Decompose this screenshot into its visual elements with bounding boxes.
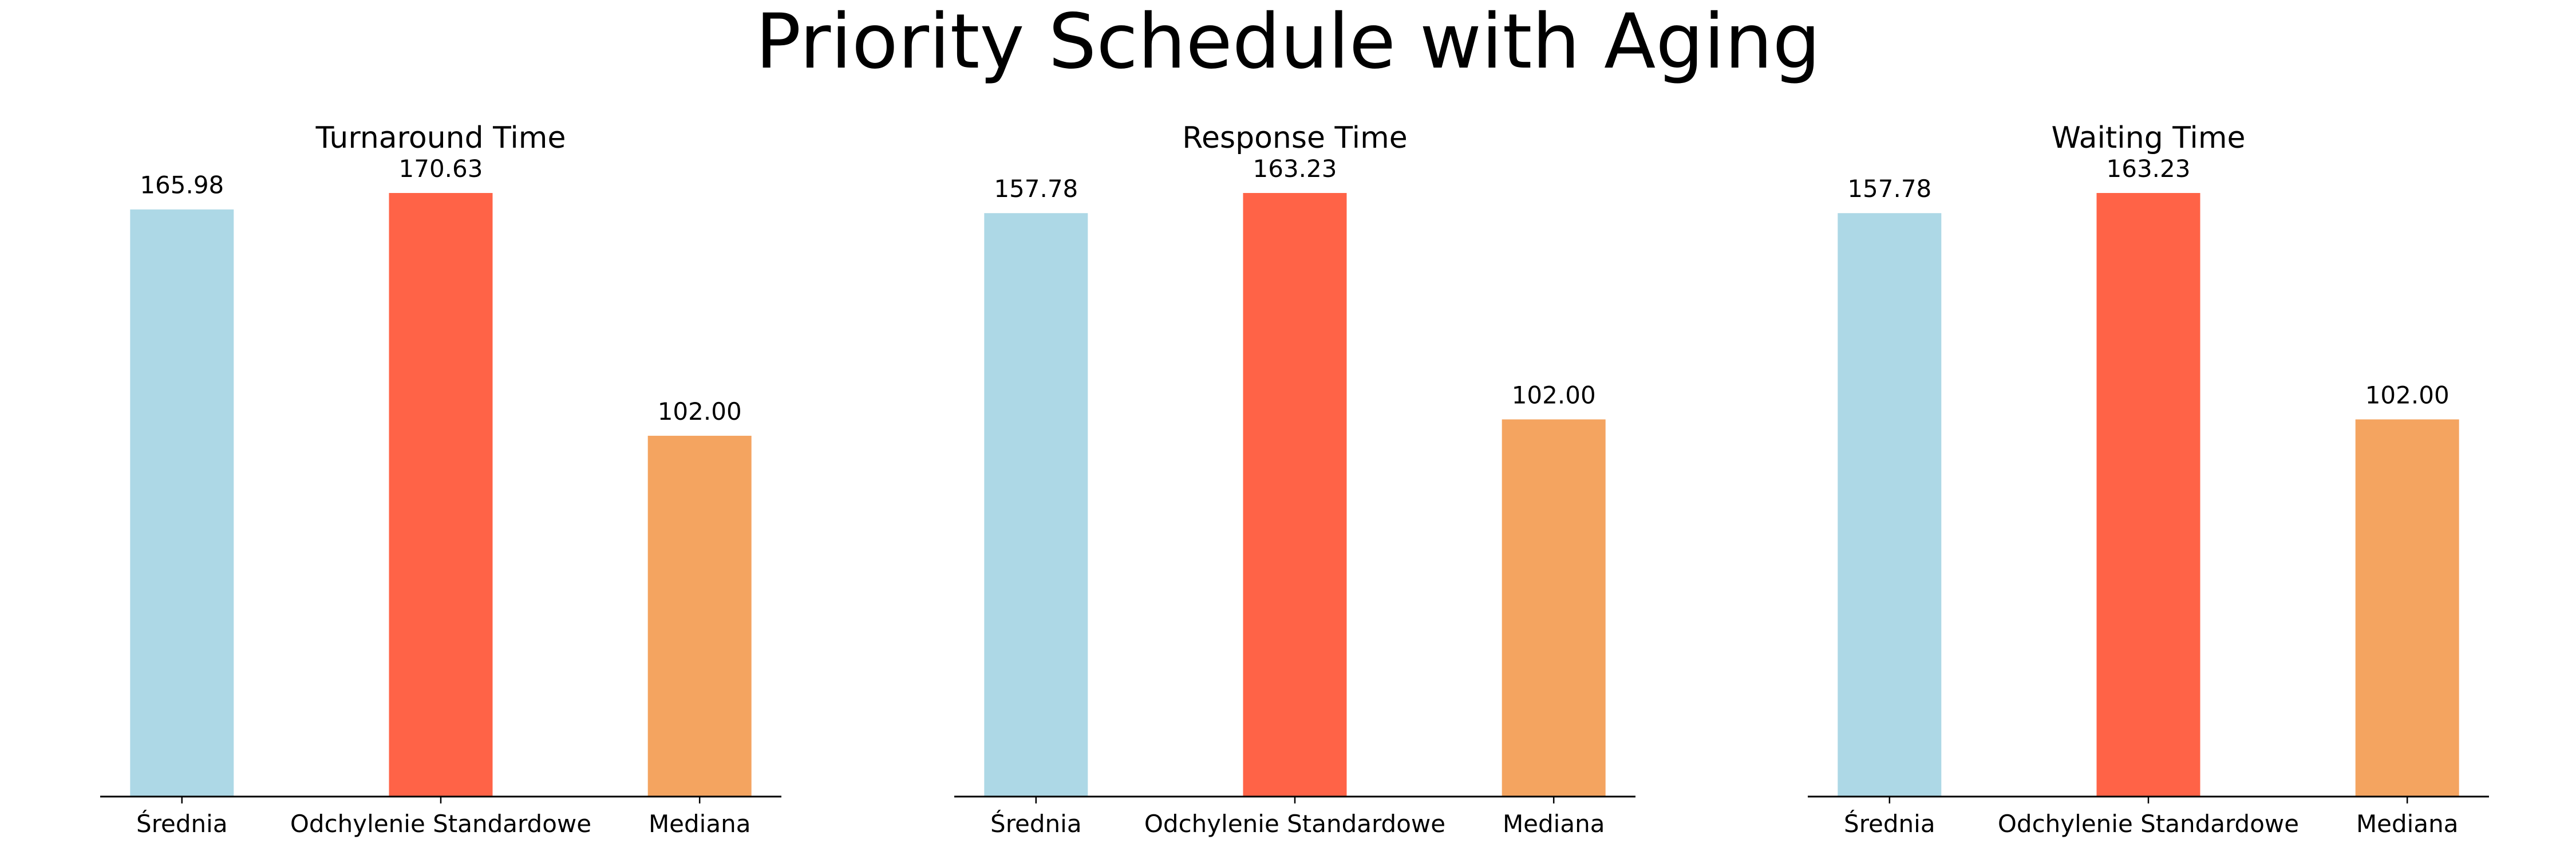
x-tick-label: Średnia xyxy=(136,809,228,838)
bar-1 xyxy=(130,209,234,797)
bar-2 xyxy=(1243,193,1347,797)
bar-value-label: 163.23 xyxy=(1253,155,1337,183)
panel-title: Response Time xyxy=(1182,121,1408,155)
bar-value-label: 157.78 xyxy=(1847,175,1931,203)
bar-value-label: 157.78 xyxy=(994,175,1078,203)
panel-title: Turnaround Time xyxy=(315,121,566,155)
chart-panels: Turnaround Time 165.98 Średnia 170.63 Odchyl… xyxy=(100,121,2489,838)
x-tick-label: Średnia xyxy=(990,809,1082,838)
bar-3 xyxy=(1502,419,1606,797)
bar-value-label: 102.00 xyxy=(2365,381,2449,409)
bar-3 xyxy=(647,435,752,797)
x-tick-label: Mediana xyxy=(649,810,751,838)
bar-value-label: 102.00 xyxy=(1512,381,1596,409)
bar-1 xyxy=(1838,213,1942,797)
bar-1 xyxy=(984,213,1088,797)
bar-value-label: 170.63 xyxy=(399,155,483,183)
chart-panel-3: Waiting Time 157.78 Średnia 163.23 Odchyleni… xyxy=(1808,121,2489,838)
bar-value-label: 163.23 xyxy=(2107,155,2191,183)
bar-value-label: 165.98 xyxy=(140,171,224,199)
x-tick-label: Mediana xyxy=(2356,810,2459,838)
x-tick-label: Odchylenie Standardowe xyxy=(1998,810,2299,838)
bar-value-label: 102.00 xyxy=(658,397,742,425)
chart-panel-1: Turnaround Time 165.98 Średnia 170.63 Odchyl… xyxy=(100,121,781,838)
bar-2 xyxy=(389,193,493,797)
x-tick-label: Odchylenie Standardowe xyxy=(290,810,591,838)
chart-panel-2: Response Time 157.78 Średnia 163.23 Odchylen… xyxy=(954,121,1635,838)
x-tick-label: Mediana xyxy=(1503,810,1605,838)
panel-title: Waiting Time xyxy=(2052,121,2246,155)
figure-title: Priority Schedule with Aging xyxy=(756,0,1821,86)
x-tick-label: Średnia xyxy=(1844,809,1935,838)
x-tick-label: Odchylenie Standardowe xyxy=(1144,810,1445,838)
bar-3 xyxy=(2355,419,2459,797)
bar-2 xyxy=(2096,193,2200,797)
